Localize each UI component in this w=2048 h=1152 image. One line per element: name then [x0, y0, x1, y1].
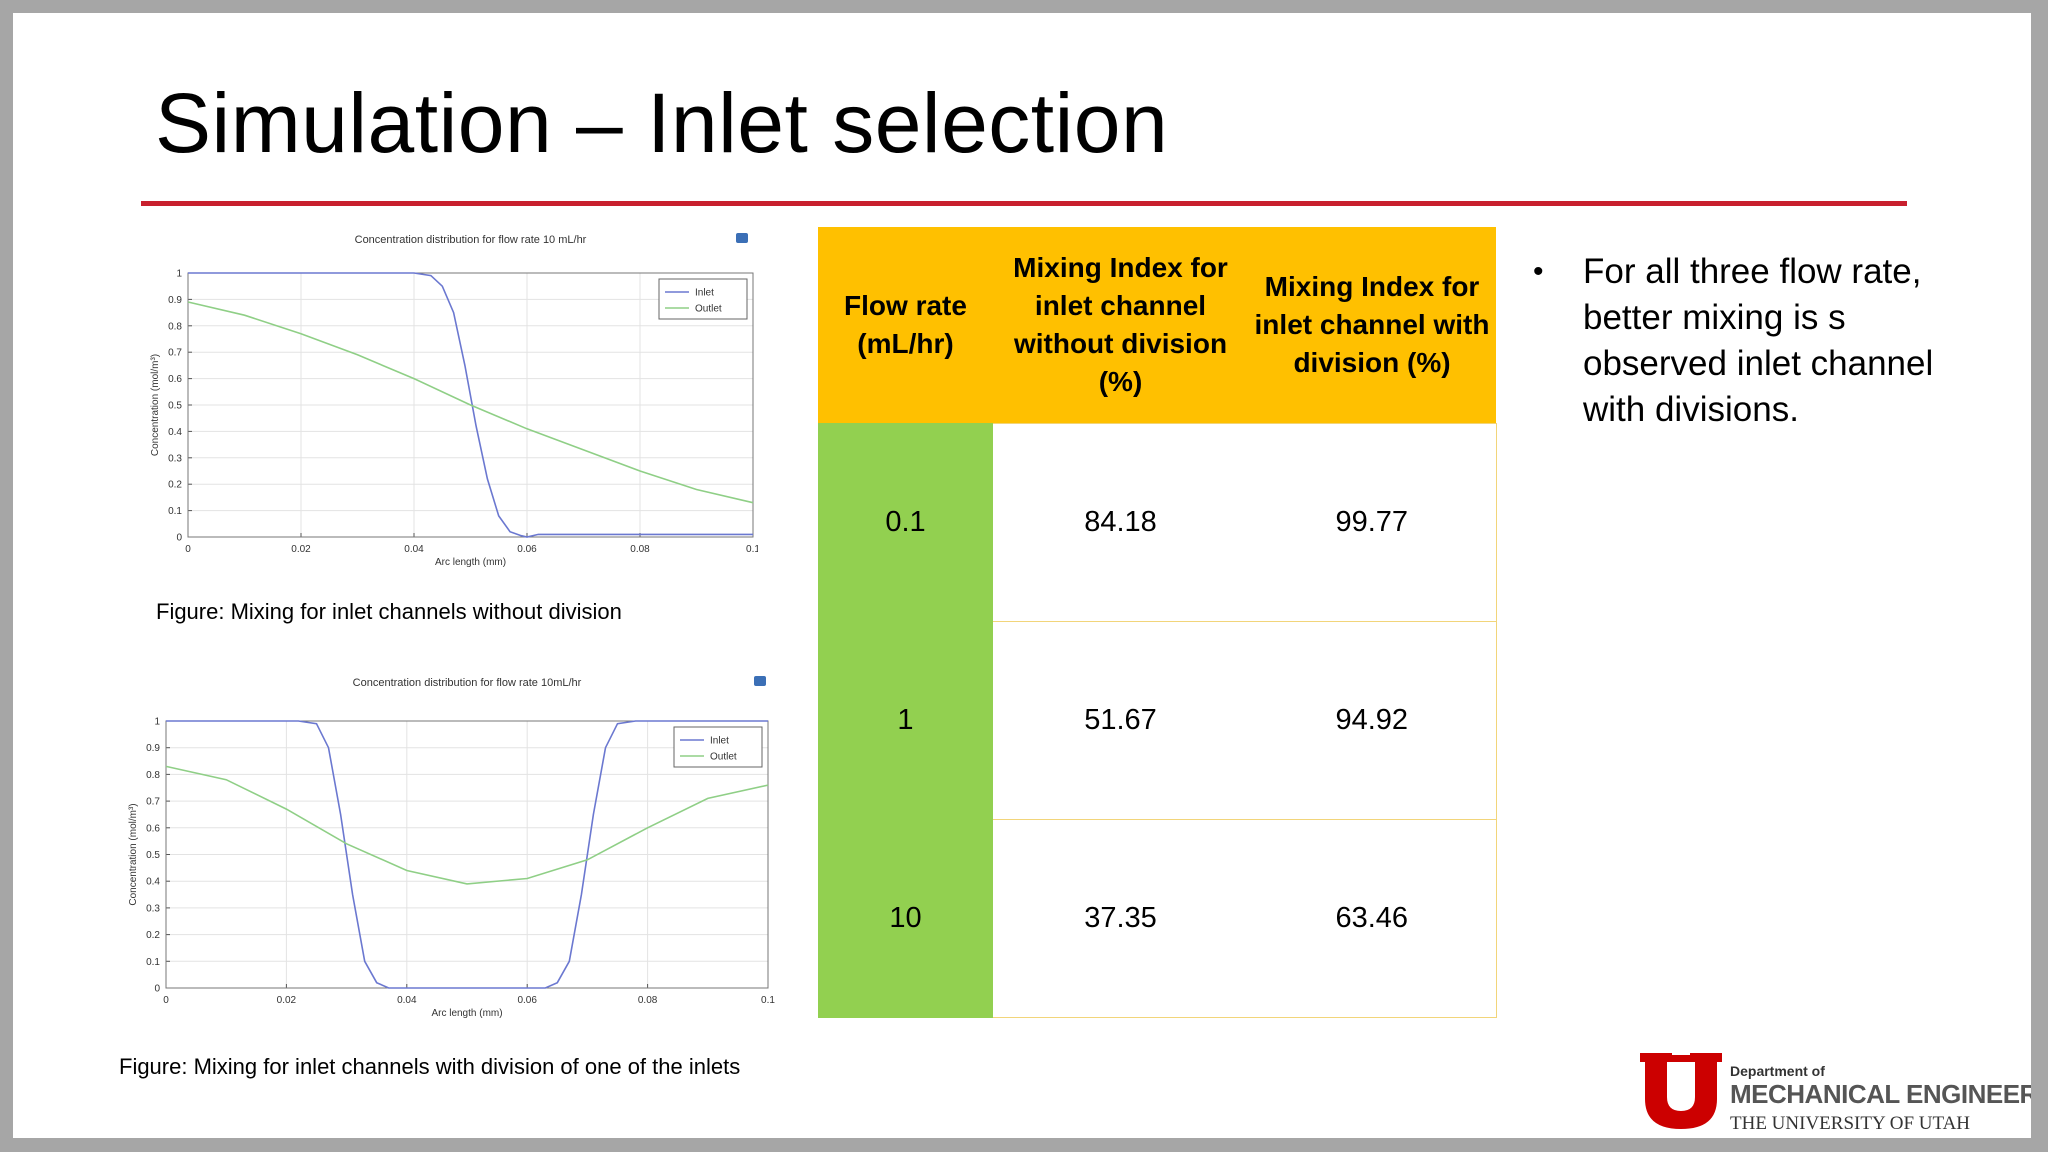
- bullet-dot-icon: •: [1533, 255, 1544, 288]
- y-tick-label: 0.8: [168, 321, 182, 332]
- header-without-division: Mixing Index for inlet channel without d…: [993, 227, 1248, 424]
- x-axis-label: Arc length (mm): [431, 1008, 502, 1019]
- y-tick-label: 0.1: [146, 957, 160, 968]
- bullet-list: • For all three flow rate, better mixing …: [1533, 249, 1973, 433]
- cell-with-division: 94.92: [1248, 621, 1497, 820]
- mixing-index-table: Flow rate (mL/hr) Mixing Index for inlet…: [818, 227, 1497, 1018]
- chart-title: Concentration distribution for flow rate…: [353, 677, 582, 689]
- cell-without-division: 84.18: [993, 423, 1248, 622]
- x-tick-label: 0: [185, 544, 191, 555]
- line-chart-svg: Concentration distribution for flow rate…: [128, 676, 775, 1019]
- table-row: 1 51.67 94.92: [818, 621, 1497, 820]
- header-flow-rate: Flow rate (mL/hr): [818, 227, 993, 424]
- table-row: 10 37.35 63.46: [818, 819, 1497, 1018]
- series-line-outlet: [165, 765, 769, 885]
- legend-label: Outlet: [710, 752, 737, 763]
- y-tick-label: 0.5: [168, 401, 182, 412]
- chart-image-icon: [754, 676, 766, 686]
- header-with-division: Mixing Index for inlet channel with divi…: [1248, 227, 1496, 424]
- caption-with-division: Figure: Mixing for inlet channels with d…: [119, 1054, 741, 1079]
- slide: Simulation – Inlet selection Concentrati…: [13, 13, 2031, 1138]
- cell-flow-rate: 1: [818, 621, 993, 820]
- logo-department: MECHANICAL ENGINEERING: [1730, 1079, 2031, 1109]
- university-logo: Department of MECHANICAL ENGINEERING THE…: [1628, 1053, 2031, 1134]
- cell-flow-rate: 10: [818, 819, 993, 1018]
- slide-title: Simulation – Inlet selection: [155, 76, 1169, 170]
- legend-label: Inlet: [710, 736, 729, 747]
- cell-without-division: 51.67: [993, 621, 1248, 820]
- y-tick-label: 0.3: [168, 453, 182, 464]
- y-tick-label: 0.2: [146, 930, 160, 941]
- x-tick-label: 0: [163, 995, 169, 1006]
- table-row: 0.1 84.18 99.77: [818, 423, 1497, 622]
- y-tick-label: 1: [176, 269, 182, 280]
- x-tick-label: 0.1: [746, 544, 758, 555]
- y-tick-label: 0.8: [146, 770, 160, 781]
- x-tick-label: 0.1: [761, 995, 775, 1006]
- block-u-logo-icon: [1640, 1053, 1722, 1129]
- line-chart-svg: Concentration distribution for flow rate…: [150, 233, 758, 568]
- legend-box: [673, 726, 763, 768]
- bullet-item: • For all three flow rate, better mixing …: [1533, 249, 1973, 433]
- x-tick-label: 0.08: [638, 995, 658, 1006]
- bullet-text: For all three flow rate, better mixing i…: [1583, 252, 1934, 429]
- y-tick-label: 0.4: [168, 427, 182, 438]
- y-tick-label: 0.2: [168, 480, 182, 491]
- x-tick-label: 0.02: [277, 995, 297, 1006]
- x-tick-label: 0.04: [397, 995, 417, 1006]
- cell-with-division: 63.46: [1248, 819, 1497, 1018]
- y-tick-label: 0.4: [146, 877, 160, 888]
- table-header-row: Flow rate (mL/hr) Mixing Index for inlet…: [818, 227, 1496, 424]
- y-tick-label: 0.6: [146, 823, 160, 834]
- logo-university: THE UNIVERSITY OF UTAH: [1730, 1113, 1971, 1134]
- series-line-inlet: [166, 720, 768, 989]
- title-underline: [141, 201, 1907, 206]
- series-line-outlet: [187, 301, 754, 504]
- cell-without-division: 37.35: [993, 819, 1248, 1018]
- y-axis-label: Concentration (mol/m³): [128, 803, 139, 905]
- y-tick-label: 0.5: [146, 850, 160, 861]
- x-tick-label: 0.06: [517, 544, 537, 555]
- chart-without-division: Concentration distribution for flow rate…: [108, 225, 758, 585]
- chart-legend: Inlet Outlet: [658, 278, 748, 320]
- y-tick-label: 0.9: [146, 743, 160, 754]
- y-tick-label: 0.1: [168, 506, 182, 517]
- plot-frame: [187, 272, 754, 538]
- y-tick-label: 0.3: [146, 903, 160, 914]
- y-tick-label: 1: [154, 717, 160, 728]
- legend-box: [658, 278, 748, 320]
- y-tick-label: 0.6: [168, 374, 182, 385]
- x-tick-label: 0.08: [630, 544, 650, 555]
- legend-label: Outlet: [695, 304, 722, 315]
- x-tick-label: 0.04: [404, 544, 424, 555]
- cell-with-division: 99.77: [1248, 423, 1497, 622]
- cell-flow-rate: 0.1: [818, 423, 993, 622]
- y-tick-label: 0.7: [168, 348, 182, 359]
- chart-legend: Inlet Outlet: [673, 726, 763, 768]
- chart-with-division: Concentration distribution for flow rate…: [71, 668, 776, 1038]
- x-tick-label: 0.06: [517, 995, 537, 1006]
- y-tick-label: 0.7: [146, 797, 160, 808]
- chart-image-icon: [736, 233, 748, 243]
- logo-department-of: Department of: [1730, 1063, 1825, 1079]
- x-axis-label: Arc length (mm): [435, 557, 506, 568]
- series-line-inlet: [188, 272, 753, 538]
- y-tick-label: 0.9: [168, 295, 182, 306]
- x-tick-label: 0.02: [291, 544, 311, 555]
- y-axis-label: Concentration (mol/m³): [150, 354, 161, 456]
- y-tick-label: 0: [176, 533, 182, 544]
- caption-without-division: Figure: Mixing for inlet channels withou…: [156, 599, 622, 624]
- y-tick-label: 0: [154, 984, 160, 995]
- legend-label: Inlet: [695, 288, 714, 299]
- chart-title: Concentration distribution for flow rate…: [355, 234, 587, 246]
